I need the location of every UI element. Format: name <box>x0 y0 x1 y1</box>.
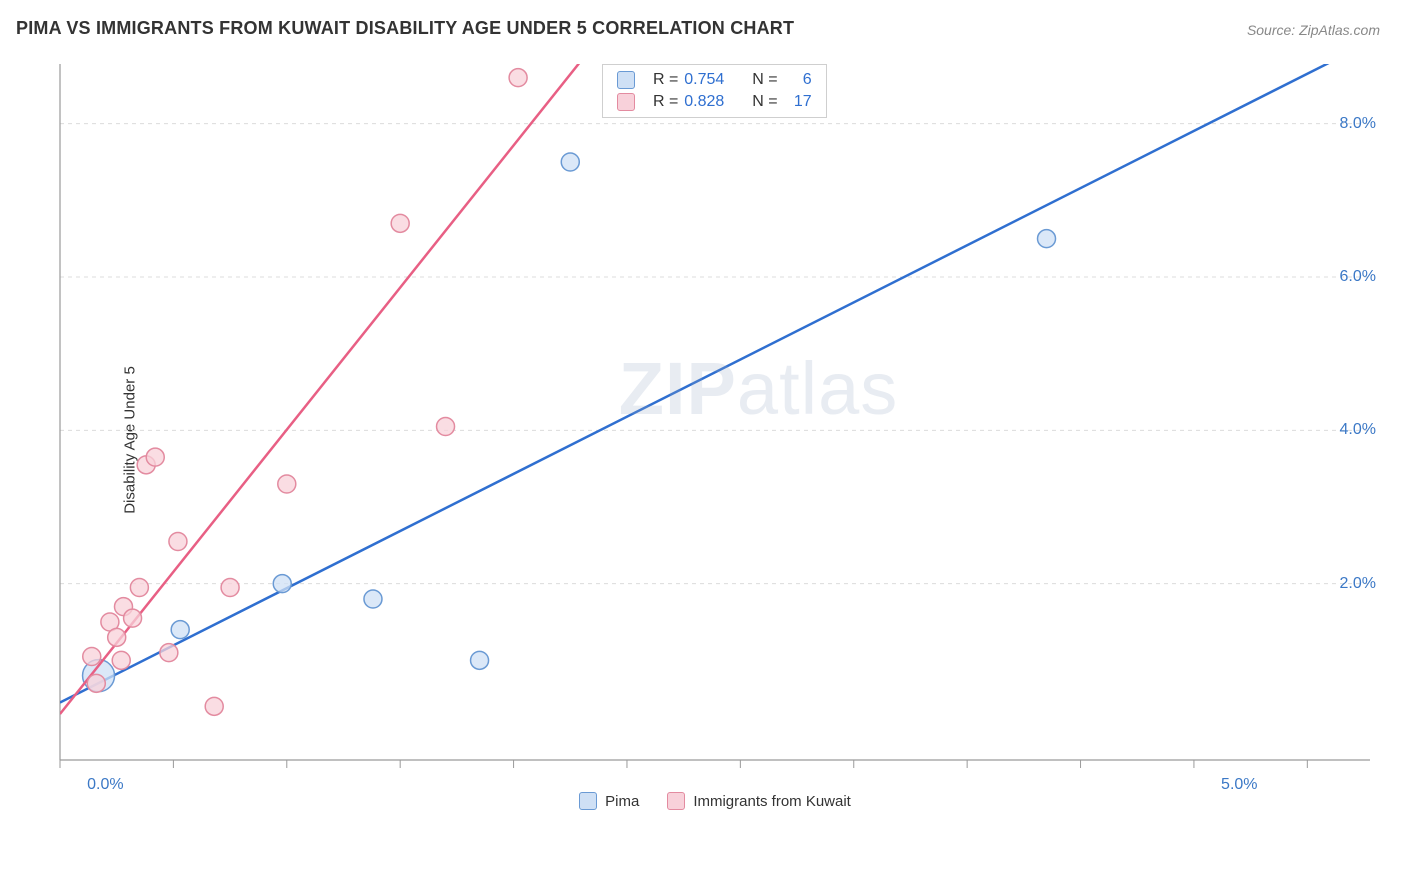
y-tick: 2.0% <box>1340 575 1376 593</box>
source-label: Source: ZipAtlas.com <box>1247 22 1380 38</box>
series-legend-item: Immigrants from Kuwait <box>667 792 851 810</box>
correlation-legend-row: R =0.828N =17 <box>603 91 826 113</box>
kuwait-point <box>108 628 126 646</box>
pima-point <box>1038 230 1056 248</box>
kuwait-point <box>83 648 101 666</box>
kuwait-point <box>112 651 130 669</box>
kuwait-point <box>169 533 187 551</box>
pima-point <box>171 621 189 639</box>
correlation-legend: R =0.754N =6R =0.828N =17 <box>602 64 827 118</box>
series-legend: Pima Immigrants from Kuwait <box>50 792 1380 814</box>
kuwait-point <box>124 609 142 627</box>
kuwait-point <box>146 448 164 466</box>
pima-regression-line <box>60 62 1330 702</box>
y-tick: 4.0% <box>1340 421 1376 439</box>
kuwait-point <box>160 644 178 662</box>
scatter-chart <box>50 60 1380 820</box>
y-tick: 8.0% <box>1340 115 1376 133</box>
kuwait-point <box>205 697 223 715</box>
kuwait-point <box>87 674 105 692</box>
series-legend-item: Pima <box>579 792 639 810</box>
series-legend-label: Pima <box>605 793 639 810</box>
kuwait-point <box>391 214 409 232</box>
kuwait-regression-line <box>60 32 604 714</box>
legend-swatch <box>617 93 635 111</box>
kuwait-point <box>278 475 296 493</box>
legend-swatch <box>617 71 635 89</box>
pima-point <box>273 575 291 593</box>
y-tick: 6.0% <box>1340 268 1376 286</box>
legend-swatch <box>667 792 685 810</box>
series-legend-label: Immigrants from Kuwait <box>693 793 851 810</box>
legend-swatch <box>579 792 597 810</box>
kuwait-point <box>437 418 455 436</box>
kuwait-point <box>130 579 148 597</box>
pima-point <box>561 153 579 171</box>
correlation-legend-row: R =0.754N =6 <box>603 69 826 91</box>
plot-area: Disability Age Under 5 2.0%4.0%6.0%8.0% … <box>50 60 1380 820</box>
chart-title: PIMA VS IMMIGRANTS FROM KUWAIT DISABILIT… <box>16 18 794 39</box>
pima-point <box>471 651 489 669</box>
pima-point <box>364 590 382 608</box>
kuwait-point <box>509 69 527 87</box>
kuwait-point <box>221 579 239 597</box>
